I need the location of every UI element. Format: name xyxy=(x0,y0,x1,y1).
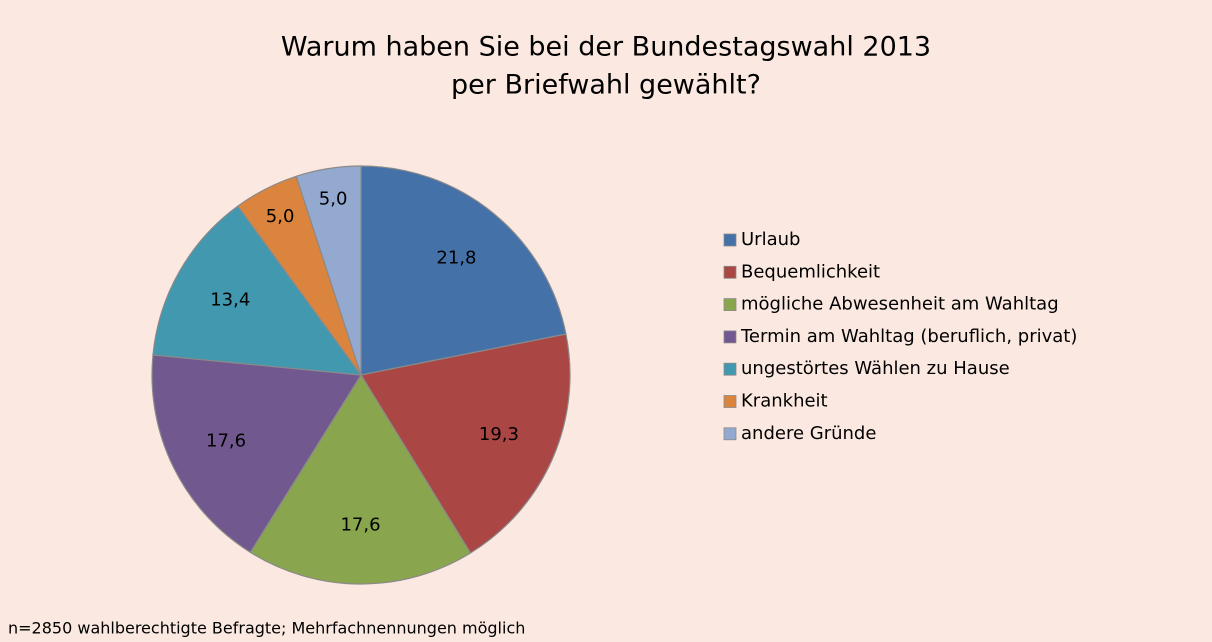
legend-label: andere Gründe xyxy=(741,423,876,444)
pie-slice xyxy=(152,205,363,376)
pie-slice xyxy=(360,333,571,554)
legend-swatch xyxy=(723,362,737,376)
legend-label: mögliche Abwesenheit am Wahltag xyxy=(741,294,1059,315)
legend-swatch xyxy=(723,427,737,441)
legend-label: Bequemlichkeit xyxy=(741,261,880,282)
legend-label: ungestörtes Wählen zu Hause xyxy=(741,358,1010,379)
pie-slice xyxy=(151,354,363,554)
data-label: 17,6 xyxy=(206,431,246,452)
data-label: 13,4 xyxy=(210,289,250,310)
legend-label: Termin am Wahltag (beruflich, privat) xyxy=(740,326,1077,347)
data-label: 21,8 xyxy=(436,248,476,269)
pie-slice xyxy=(249,373,472,585)
chart-title: per Briefwahl gewählt? xyxy=(451,70,761,101)
data-label: 19,3 xyxy=(479,424,519,445)
legend-label: Urlaub xyxy=(741,229,800,250)
legend-label: Krankheit xyxy=(741,391,828,412)
legend-swatch xyxy=(723,265,737,279)
chart-title: Warum haben Sie bei der Bundestagswahl 2… xyxy=(281,32,931,63)
data-label: 5,0 xyxy=(319,189,348,210)
data-label: 5,0 xyxy=(266,206,295,227)
pie-slice xyxy=(360,165,567,376)
legend-swatch xyxy=(723,395,737,408)
legend-swatch xyxy=(723,330,737,344)
legend-swatch xyxy=(723,233,737,247)
pie-slice xyxy=(295,165,362,376)
data-label: 17,6 xyxy=(340,514,380,535)
legend-swatch xyxy=(723,298,737,312)
footnote: n=2850 wahlberechtigte Befragte; Mehrfac… xyxy=(8,619,525,638)
